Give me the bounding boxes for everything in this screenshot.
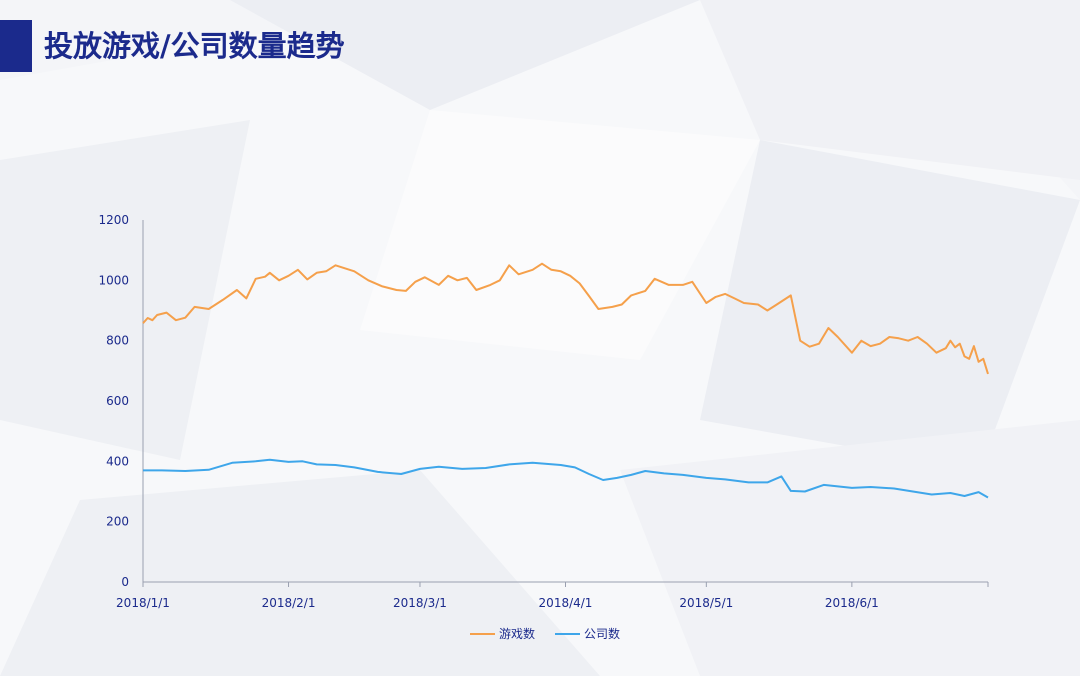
- x-tick-label: 2018/1/1: [116, 596, 170, 610]
- series-line-companies: [143, 458, 989, 499]
- series-line-games: [142, 262, 989, 375]
- y-tick-label: 200: [106, 515, 129, 529]
- y-tick-label: 800: [106, 334, 129, 348]
- x-tick-label: 2018/2/1: [262, 596, 316, 610]
- y-tick-label: 1200: [98, 213, 129, 227]
- legend-label: 游戏数: [499, 626, 535, 641]
- legend-label: 公司数: [584, 626, 620, 641]
- y-tick-label: 400: [106, 454, 129, 468]
- y-tick-label: 0: [121, 575, 129, 589]
- page-header: 投放游戏/公司数量趋势: [0, 20, 600, 72]
- x-tick-label: 2018/3/1: [393, 596, 447, 610]
- x-tick-label: 2018/4/1: [539, 596, 593, 610]
- x-tick-label: 2018/6/1: [825, 596, 879, 610]
- y-tick-label: 1000: [98, 273, 129, 287]
- x-tick-label: 2018/5/1: [679, 596, 733, 610]
- title-accent-bar: [0, 20, 32, 72]
- y-tick-label: 600: [106, 394, 129, 408]
- page-title: 投放游戏/公司数量趋势: [44, 29, 345, 63]
